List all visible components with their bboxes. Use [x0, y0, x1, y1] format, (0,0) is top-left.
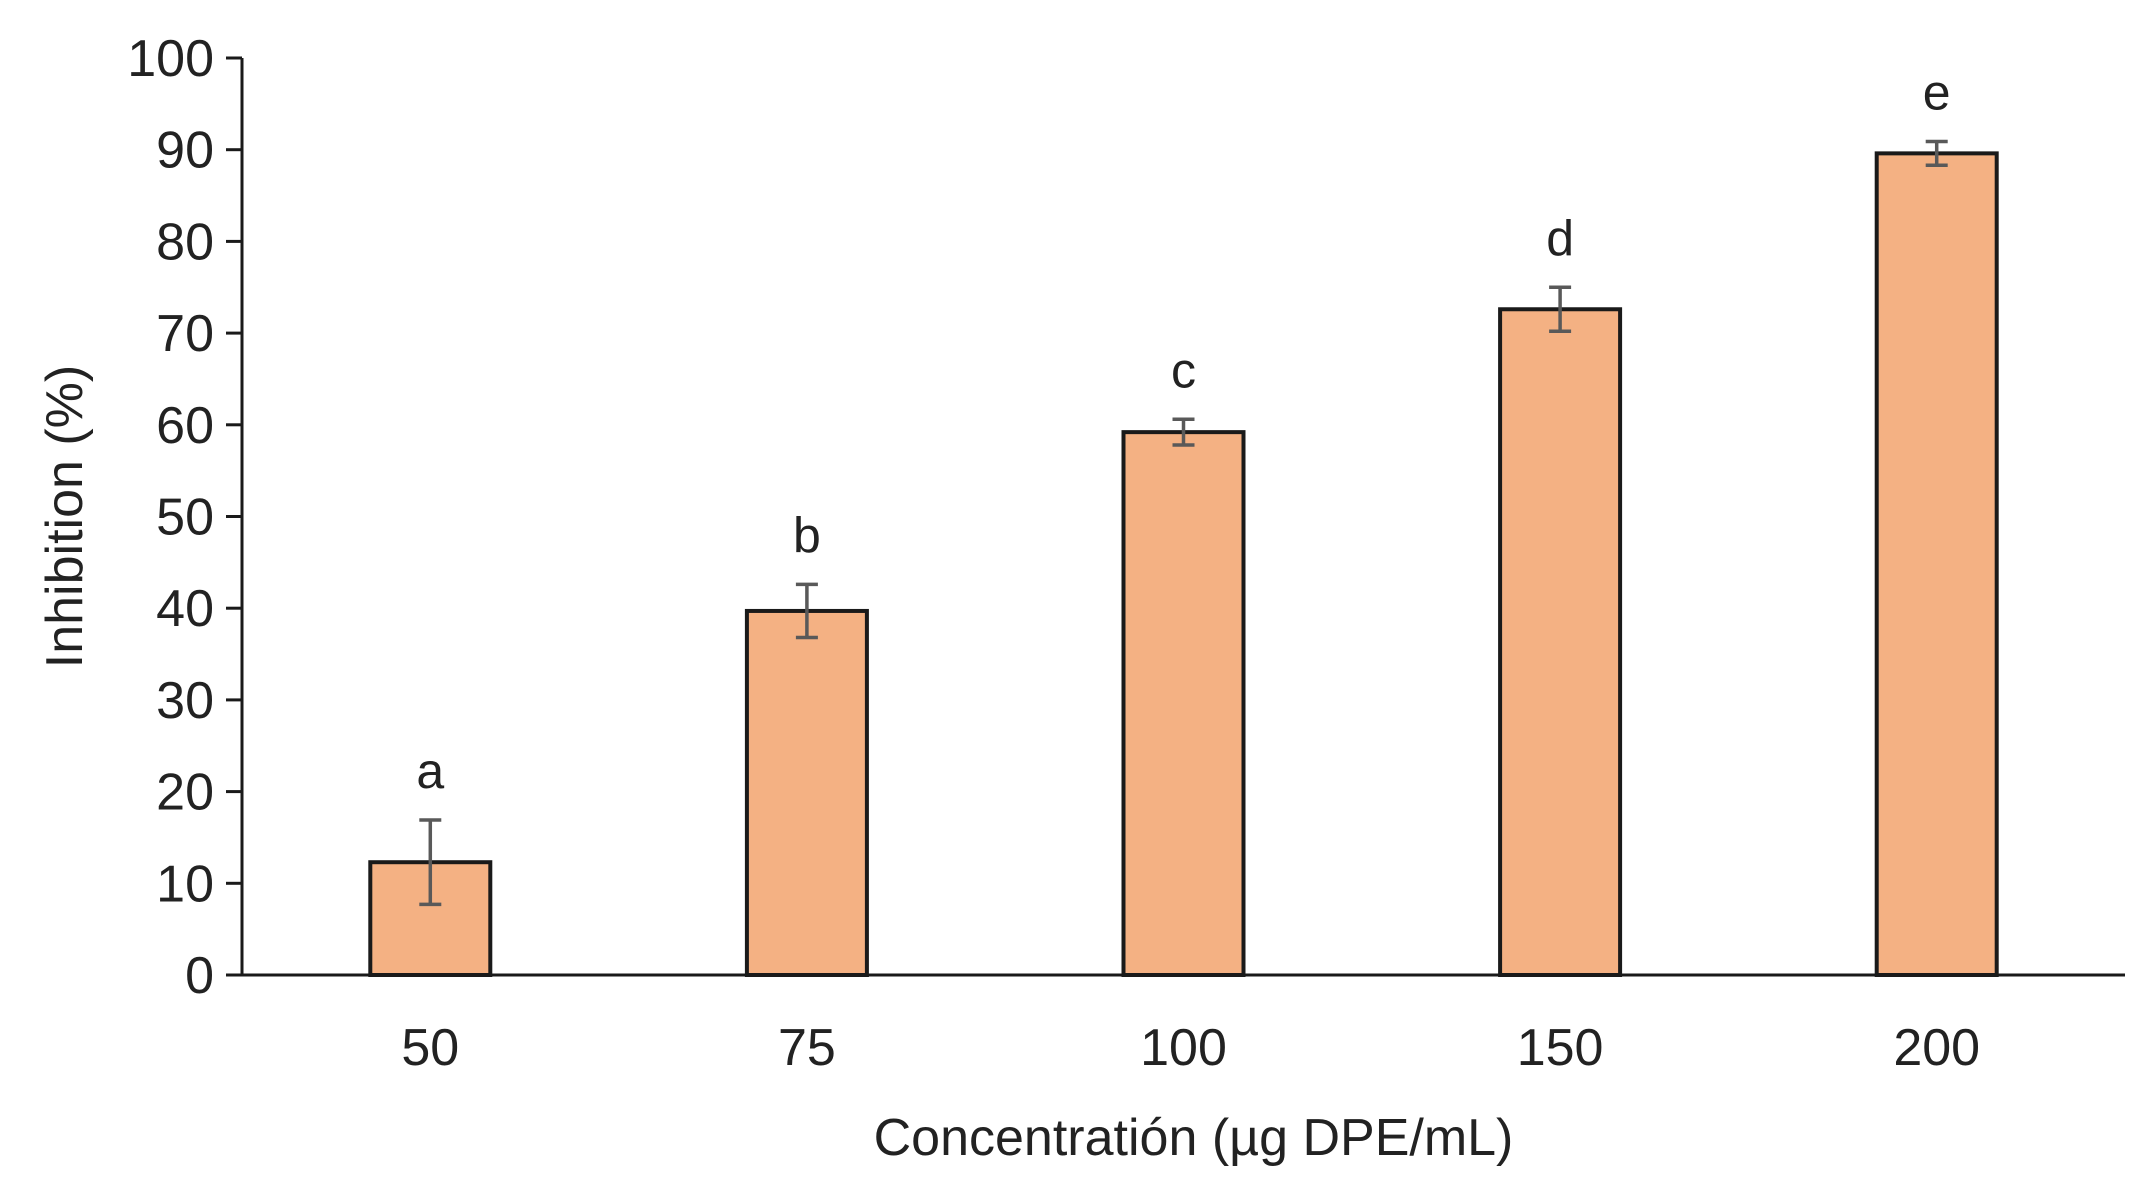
y-tick-label: 60 — [156, 397, 214, 455]
significance-label-100: c — [1171, 342, 1196, 398]
x-tick-label-150: 150 — [1517, 1019, 1604, 1077]
bar-150 — [1498, 307, 1623, 977]
x-tick-label-100: 100 — [1140, 1019, 1227, 1077]
y-tick-label: 0 — [185, 947, 214, 1005]
bar-75 — [744, 608, 869, 977]
x-axis-title: Concentratión (µg DPE/mL) — [874, 1109, 1514, 1167]
y-tick-label: 20 — [156, 764, 214, 822]
y-axis-title: Inhibition (%) — [36, 365, 94, 668]
significance-label-75: b — [793, 507, 821, 563]
bar-100 — [1121, 430, 1246, 977]
x-tick-label-75: 75 — [778, 1019, 836, 1077]
significance-labels-group: a b c d e — [416, 64, 1950, 799]
error-bar-150 — [1549, 285, 1572, 334]
y-tick-label: 50 — [156, 489, 214, 547]
bar-200 — [1874, 151, 1999, 978]
error-bar-50 — [419, 818, 442, 907]
significance-label-50: a — [416, 743, 444, 799]
x-tick-label-50: 50 — [401, 1019, 459, 1077]
y-tick-label: 90 — [156, 122, 214, 180]
significance-label-150: d — [1546, 210, 1574, 266]
error-bars-group — [419, 139, 1948, 907]
x-tick-label-200: 200 — [1893, 1019, 1980, 1077]
y-tick-label: 40 — [156, 580, 214, 638]
y-tick-label: 30 — [156, 672, 214, 730]
bars-group — [368, 151, 1999, 978]
y-tick-label: 10 — [156, 855, 214, 913]
x-axis-ticks: 50 75 100 150 200 — [401, 1019, 1980, 1077]
y-tick-label: 100 — [127, 30, 214, 88]
y-tick-label: 70 — [156, 305, 214, 363]
significance-label-200: e — [1923, 64, 1951, 120]
error-bar-75 — [795, 582, 818, 640]
y-axis-ticks: 0 10 20 30 40 50 60 70 80 90 100 — [127, 30, 242, 1005]
error-bar-200 — [1925, 139, 1948, 168]
y-tick-label: 80 — [156, 213, 214, 271]
error-bar-100 — [1172, 417, 1195, 447]
